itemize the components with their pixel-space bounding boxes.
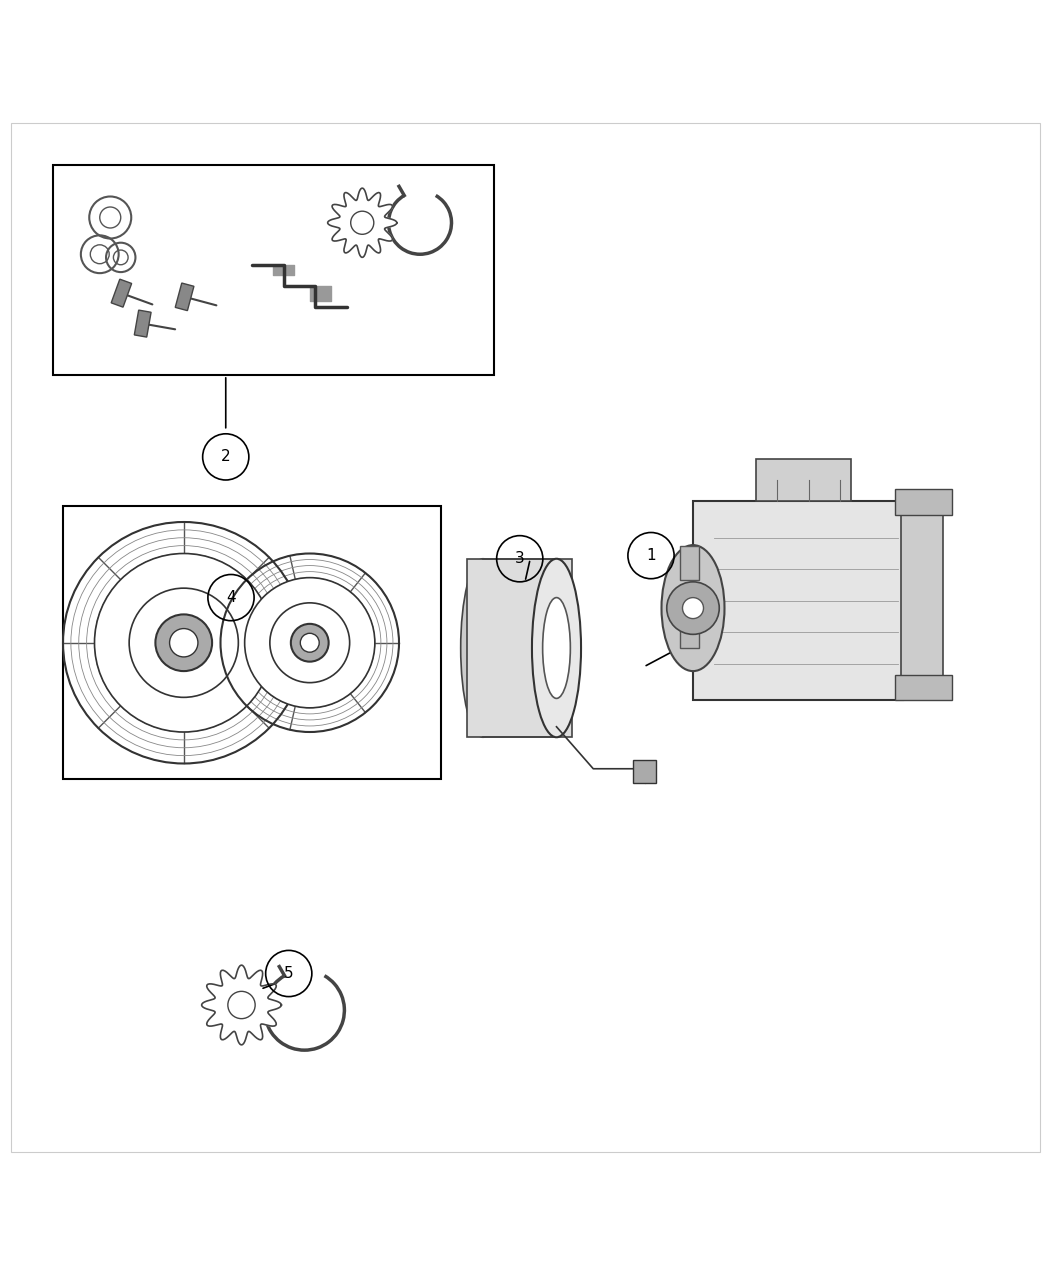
Circle shape <box>129 588 238 697</box>
Polygon shape <box>328 189 397 258</box>
Circle shape <box>245 578 375 708</box>
Bar <box>633 760 656 783</box>
Text: 2: 2 <box>220 449 231 464</box>
Polygon shape <box>111 279 131 307</box>
Bar <box>680 546 699 580</box>
Bar <box>901 496 943 695</box>
Circle shape <box>155 615 212 671</box>
Circle shape <box>94 553 273 732</box>
Text: 1: 1 <box>646 548 656 564</box>
Ellipse shape <box>662 546 724 671</box>
Polygon shape <box>175 283 194 311</box>
Bar <box>693 501 903 700</box>
Polygon shape <box>202 965 281 1046</box>
Bar <box>756 459 851 501</box>
Circle shape <box>667 581 719 635</box>
Ellipse shape <box>543 598 570 699</box>
Bar <box>895 676 952 700</box>
Polygon shape <box>134 310 151 337</box>
Bar <box>52 164 494 375</box>
Circle shape <box>682 598 704 618</box>
Circle shape <box>300 634 319 653</box>
Circle shape <box>291 623 329 662</box>
Circle shape <box>169 629 197 657</box>
Bar <box>467 558 572 737</box>
Circle shape <box>270 603 350 682</box>
Bar <box>63 506 441 779</box>
Bar <box>680 615 699 648</box>
Bar <box>895 490 952 515</box>
Ellipse shape <box>461 558 505 737</box>
Text: 3: 3 <box>514 551 525 566</box>
Text: 5: 5 <box>284 966 294 980</box>
Ellipse shape <box>532 558 581 737</box>
Text: 4: 4 <box>226 590 236 606</box>
